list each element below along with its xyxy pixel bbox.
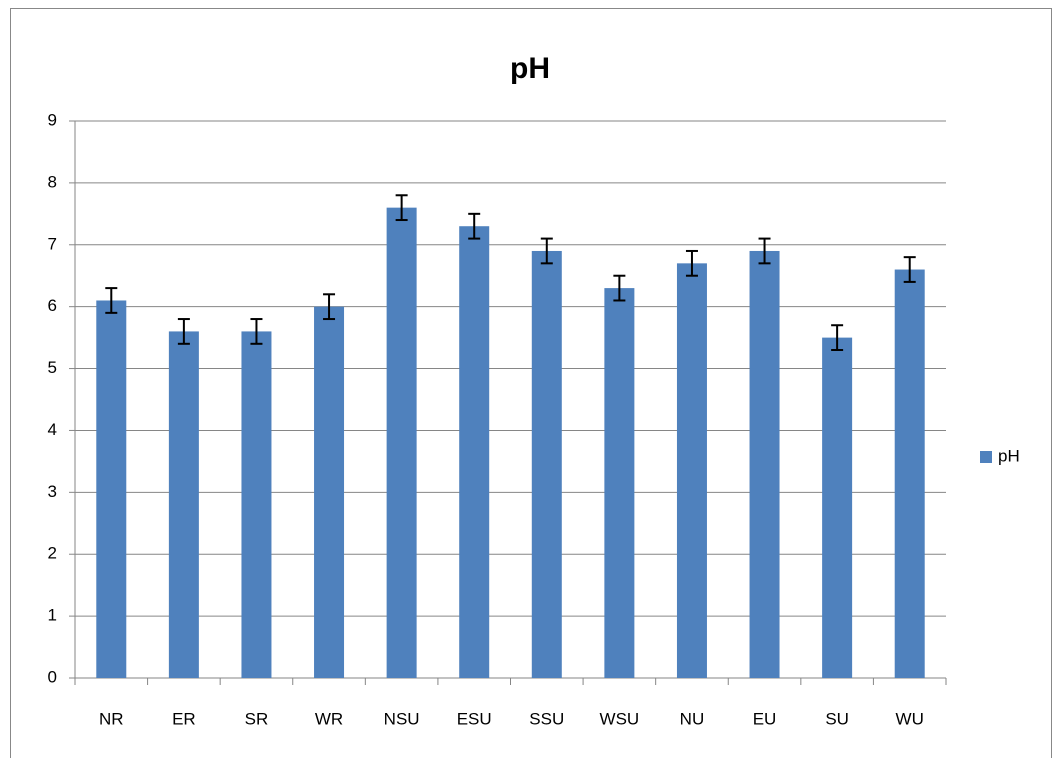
x-tick-label: NSU <box>384 709 420 728</box>
x-tick-label: WU <box>896 709 924 728</box>
x-tick-label: NR <box>99 709 124 728</box>
bar <box>168 331 199 678</box>
x-tick-label: ER <box>172 709 196 728</box>
x-tick-label: WR <box>315 709 343 728</box>
bar <box>241 331 272 678</box>
x-tick-label: EU <box>753 709 777 728</box>
y-tick-label: 4 <box>48 420 57 439</box>
y-tick-label: 9 <box>48 110 57 129</box>
x-tick-label: SSU <box>529 709 564 728</box>
y-tick-label: 7 <box>48 234 57 253</box>
x-tick-label: NU <box>680 709 705 728</box>
bar <box>96 300 127 678</box>
legend-label: pH <box>998 446 1020 465</box>
x-tick-label: WSU <box>600 709 640 728</box>
bar <box>894 269 925 678</box>
bar <box>531 250 562 678</box>
legend-swatch <box>980 451 992 463</box>
y-tick-label: 2 <box>48 544 57 563</box>
bar <box>459 226 490 678</box>
bar <box>314 306 345 678</box>
y-tick-label: 0 <box>48 667 57 686</box>
chart-title: pH <box>510 52 550 85</box>
y-tick-label: 6 <box>48 296 57 315</box>
bar <box>386 207 417 678</box>
x-tick-label: ESU <box>457 709 492 728</box>
x-tick-label: SU <box>825 709 849 728</box>
y-tick-label: 8 <box>48 172 57 191</box>
y-tick-label: 1 <box>48 606 57 625</box>
x-tick-label: SR <box>245 709 269 728</box>
bar <box>604 288 635 678</box>
y-tick-label: 3 <box>48 482 57 501</box>
bar <box>749 250 780 678</box>
bar <box>676 263 707 678</box>
bar <box>822 337 853 678</box>
y-tick-label: 5 <box>48 358 57 377</box>
